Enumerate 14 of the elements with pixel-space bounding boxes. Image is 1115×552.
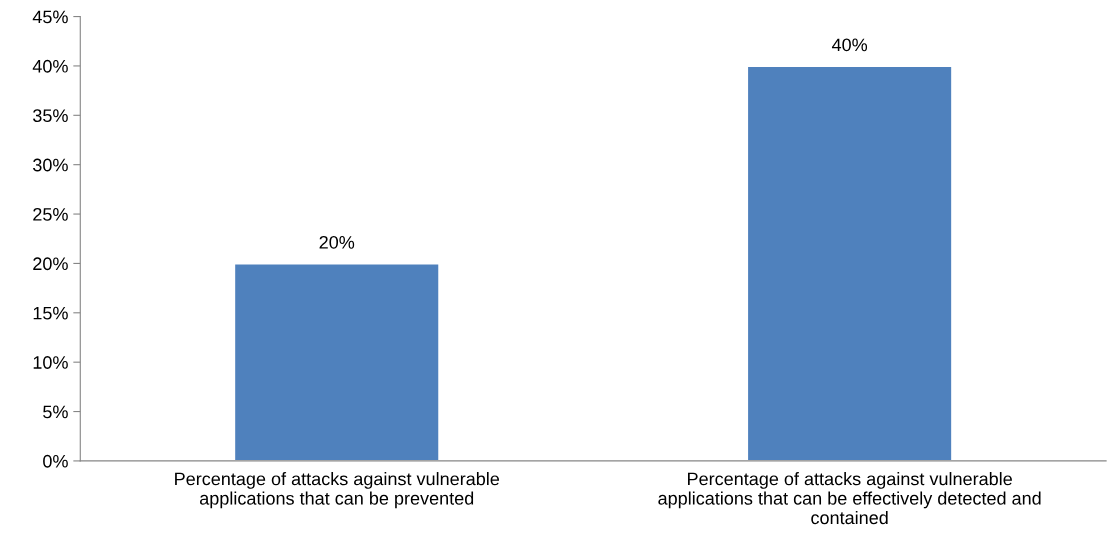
- y-tick-label: 45%: [32, 10, 68, 24]
- y-tick-label: 0%: [43, 454, 68, 468]
- y-tick-label: 15%: [33, 306, 68, 320]
- x-tick-label: Percentage of attacks against vulnerable applications that can be prevented: [175, 472, 500, 509]
- data-label: 40%: [831, 38, 868, 52]
- y-tick-label: 40%: [32, 59, 68, 73]
- y-tick-label: 35%: [33, 109, 68, 123]
- y-tick-label: 25%: [33, 207, 68, 221]
- y-tick-label: 10%: [33, 356, 68, 369]
- data-label: 20%: [319, 235, 355, 249]
- y-tick-label: 30%: [33, 158, 68, 172]
- x-tick-label: Percentage of attacks against vulnerable applications that can be effectively detected and contained: [658, 472, 1041, 525]
- y-tick-label: 20%: [33, 257, 68, 271]
- y-tick-label: 5%: [43, 405, 68, 419]
